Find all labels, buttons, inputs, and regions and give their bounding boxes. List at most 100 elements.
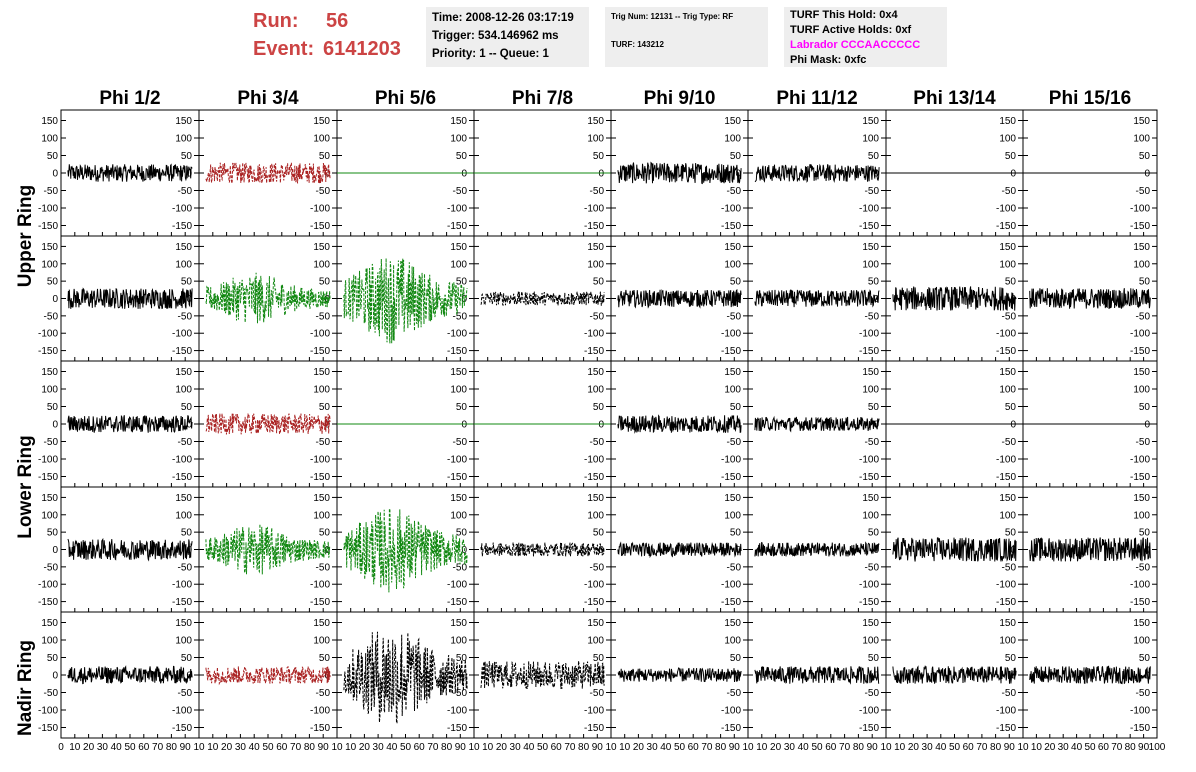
labrador-text: Labrador CCCAACCCCC	[790, 39, 921, 51]
y-tick-label: 0	[598, 169, 604, 180]
x-tick-label: 90	[1004, 742, 1016, 753]
y-tick-label: 100	[175, 385, 192, 396]
x-tick-label: 10	[482, 742, 494, 753]
run-label: Run:	[253, 10, 299, 32]
y-tick-label: 50	[1005, 653, 1017, 664]
time-text: Time: 2008-12-26 03:17:19	[432, 12, 574, 24]
y-tick-label: 100	[1133, 636, 1150, 647]
x-tick-label: 90	[729, 742, 741, 753]
y-tick-label: 50	[456, 151, 468, 162]
y-tick-label: -150	[721, 472, 741, 483]
waveform-line	[343, 631, 468, 725]
y-tick-label: -50	[1136, 688, 1151, 699]
waveform-line	[617, 414, 742, 434]
y-tick-label: 100	[313, 259, 330, 270]
y-tick-label: 0	[1010, 169, 1016, 180]
y-tick-label: -100	[310, 580, 330, 591]
y-tick-label: 150	[41, 367, 58, 378]
y-tick-label: 0	[52, 420, 58, 431]
column-title: Phi 1/2	[99, 88, 160, 109]
waveform-line	[754, 163, 880, 183]
y-tick-label: 100	[862, 385, 879, 396]
y-tick-label: 100	[175, 134, 192, 145]
y-tick-label: 100	[999, 134, 1016, 145]
y-tick-label: 50	[181, 653, 193, 664]
y-tick-label: -150	[310, 597, 330, 608]
y-tick-label: -150	[1130, 221, 1150, 232]
y-tick-label: -50	[316, 562, 331, 573]
y-tick-label: 0	[735, 420, 741, 431]
y-tick-label: -150	[859, 723, 879, 734]
y-tick-label: -50	[316, 186, 331, 197]
y-tick-label: 100	[587, 636, 604, 647]
y-tick-label: 150	[175, 618, 192, 629]
y-tick-label: 0	[598, 294, 604, 305]
y-tick-label: -50	[44, 186, 59, 197]
y-tick-label: 50	[593, 277, 605, 288]
y-tick-label: 50	[1139, 277, 1151, 288]
y-tick-label: -100	[996, 329, 1016, 340]
waveform-line	[205, 666, 331, 686]
y-tick-label: 50	[1139, 528, 1151, 539]
x-tick-label: 70	[290, 742, 302, 753]
y-tick-label: 50	[1005, 277, 1017, 288]
y-tick-label: 100	[450, 510, 467, 521]
y-tick-label: 100	[1133, 259, 1150, 270]
y-tick-label: -150	[172, 597, 192, 608]
y-tick-label: 0	[1144, 420, 1150, 431]
y-tick-label: 100	[724, 259, 741, 270]
x-tick-label: 60	[551, 742, 563, 753]
x-tick-label: 80	[441, 742, 453, 753]
x-tick-label: 30	[373, 742, 385, 753]
y-tick-label: 100	[41, 510, 58, 521]
y-tick-label: -50	[178, 562, 193, 573]
waveform-line	[754, 415, 880, 433]
y-tick-label: -50	[44, 437, 59, 448]
x-tick-label: 30	[784, 742, 796, 753]
y-tick-label: -150	[721, 221, 741, 232]
x-tick-label: 70	[564, 742, 576, 753]
waveform-line	[343, 508, 468, 593]
x-tick-label: 60	[138, 742, 150, 753]
y-tick-label: 50	[1139, 402, 1151, 413]
y-tick-label: -100	[310, 329, 330, 340]
y-tick-label: 100	[175, 510, 192, 521]
y-tick-label: 150	[1133, 367, 1150, 378]
y-tick-label: -100	[447, 204, 467, 215]
y-tick-label: 50	[730, 151, 742, 162]
waveform-line	[67, 665, 193, 685]
x-tick-label: 40	[111, 742, 123, 753]
y-tick-label: 150	[724, 116, 741, 127]
y-tick-label: 150	[724, 493, 741, 504]
x-tick-label: 50	[537, 742, 549, 753]
y-tick-label: -50	[590, 688, 605, 699]
y-tick-label: 0	[52, 169, 58, 180]
waveform-line	[480, 660, 605, 689]
x-tick-label: 60	[414, 742, 426, 753]
y-tick-label: -150	[310, 346, 330, 357]
y-tick-label: -150	[38, 472, 58, 483]
y-tick-label: -150	[859, 597, 879, 608]
y-tick-label: -150	[172, 221, 192, 232]
turf-this-hold-text: TURF This Hold: 0x4	[790, 9, 898, 21]
y-tick-label: -150	[172, 472, 192, 483]
y-tick-label: 100	[999, 259, 1016, 270]
y-tick-label: -100	[172, 580, 192, 591]
x-tick-label: 50	[400, 742, 412, 753]
y-tick-label: 150	[862, 618, 879, 629]
x-tick-label: 10	[69, 742, 81, 753]
y-tick-label: 50	[868, 653, 880, 664]
y-tick-label: 100	[41, 259, 58, 270]
x-tick-label: 50	[811, 742, 823, 753]
y-tick-label: 150	[41, 242, 58, 253]
run-value: 56	[326, 10, 349, 32]
x-tick-label: 50	[1084, 742, 1096, 753]
x-tick-label: 90	[180, 742, 192, 753]
y-tick-label: 50	[1139, 151, 1151, 162]
y-tick-label: -50	[865, 311, 880, 322]
y-tick-label: 150	[313, 493, 330, 504]
y-tick-label: -100	[721, 329, 741, 340]
y-tick-label: -100	[584, 706, 604, 717]
y-tick-label: 150	[587, 618, 604, 629]
